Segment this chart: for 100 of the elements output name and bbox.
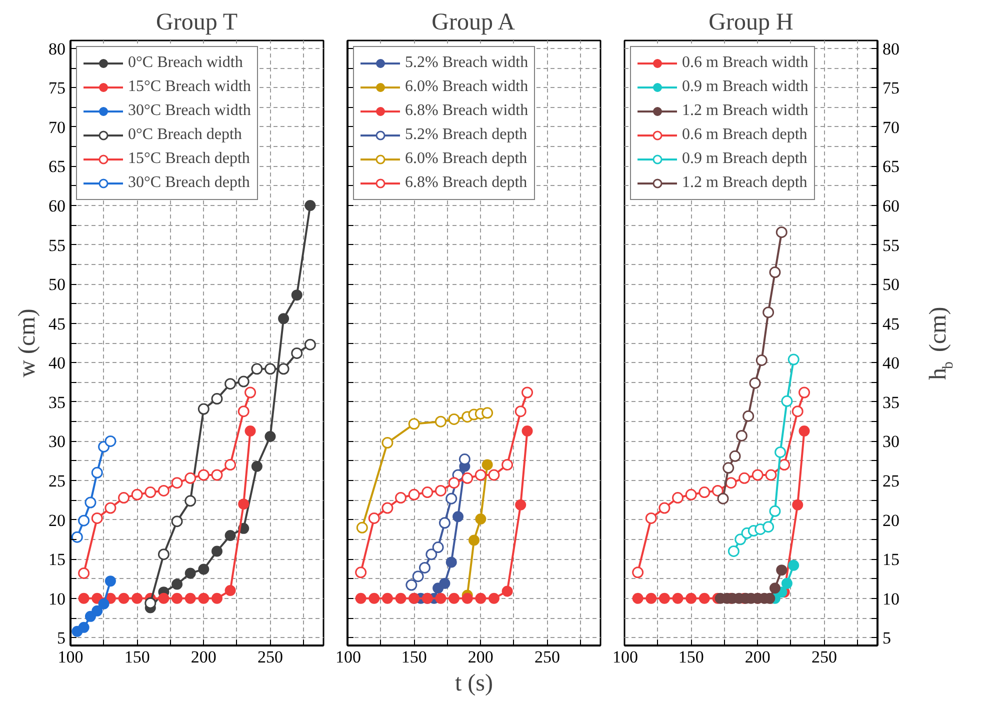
point	[291, 347, 303, 359]
x-tick-label: 200	[190, 648, 216, 666]
legend-label: 0.9 m Breach width	[682, 77, 808, 97]
chart-title: Group H	[708, 10, 794, 36]
point	[104, 502, 116, 514]
legend-label: 0.9 m Breach depth	[682, 149, 808, 169]
point	[452, 511, 464, 522]
point	[211, 469, 223, 481]
point	[238, 406, 250, 418]
point	[244, 426, 256, 436]
point	[382, 437, 394, 449]
legend-label: 0°C Breach depth	[128, 125, 242, 145]
legend-label: 0.6 m Breach depth	[682, 125, 808, 145]
y2-tick-label: 25	[882, 472, 900, 490]
point	[672, 592, 684, 604]
point	[448, 592, 460, 604]
point	[488, 592, 500, 604]
point	[144, 486, 156, 498]
y-tick-label: 55	[48, 236, 66, 255]
point	[756, 354, 768, 366]
point	[368, 512, 380, 524]
point	[131, 488, 143, 500]
y2-tick-label: 70	[882, 118, 900, 137]
point	[475, 592, 486, 604]
point	[658, 592, 670, 604]
legend-label: 1.2 m Breach width	[682, 101, 808, 121]
point	[502, 586, 513, 597]
point	[722, 462, 734, 474]
point	[224, 585, 236, 596]
point	[446, 556, 457, 568]
legend-label: 1.2 m Breach depth	[682, 173, 808, 193]
point	[448, 413, 460, 425]
point	[435, 592, 446, 604]
legend-label: 6.0% Breach width	[405, 77, 528, 97]
y2-tick-label: 75	[882, 78, 900, 98]
x-tick-label: 250	[534, 648, 560, 666]
point	[92, 605, 103, 616]
y2-tick-label: 50	[882, 275, 900, 294]
point	[502, 459, 514, 471]
y2-axis-title: hb (cm)	[926, 306, 956, 380]
point	[78, 514, 90, 526]
point	[765, 469, 777, 481]
point	[522, 426, 533, 436]
point	[728, 545, 740, 557]
point	[468, 534, 480, 546]
point	[412, 570, 424, 582]
y-tick-label: 5	[57, 628, 66, 648]
point	[184, 592, 196, 604]
point	[198, 592, 210, 604]
point	[355, 566, 367, 578]
point	[104, 576, 116, 587]
point	[418, 562, 430, 574]
point	[198, 469, 210, 481]
y-tick-label: 10	[48, 589, 66, 608]
point	[762, 306, 774, 318]
x-tick-label: 250	[811, 648, 837, 666]
point	[798, 426, 810, 436]
point	[448, 477, 460, 489]
point	[132, 592, 143, 604]
y-tick-label: 75	[48, 78, 66, 98]
point	[304, 200, 316, 211]
y2-tick-label: 55	[882, 236, 900, 255]
point	[422, 486, 434, 498]
y-tick-label: 30	[48, 432, 66, 452]
legend-label: 0°C Breach width	[128, 53, 243, 73]
point	[158, 548, 170, 560]
point	[432, 542, 444, 554]
y2-tick-label: 10	[882, 589, 900, 608]
point	[446, 492, 458, 504]
point	[686, 592, 697, 604]
point	[762, 521, 774, 533]
point	[278, 363, 290, 375]
point	[211, 393, 223, 405]
point	[475, 514, 486, 524]
point	[672, 492, 684, 504]
point	[514, 406, 526, 418]
point	[515, 499, 526, 510]
point	[118, 592, 130, 604]
point	[749, 377, 761, 389]
point	[781, 578, 792, 589]
point	[238, 376, 250, 388]
legend-label: 6.0% Breach depth	[405, 149, 528, 169]
point	[736, 430, 748, 442]
point	[474, 469, 486, 481]
y-tick-label: 80	[48, 39, 66, 58]
point	[78, 622, 90, 633]
x-tick-label: 100	[612, 648, 638, 666]
point	[434, 484, 446, 496]
point	[382, 592, 393, 604]
point	[408, 418, 420, 430]
x-tick-label: 150	[678, 648, 704, 666]
point	[84, 610, 96, 622]
point	[91, 466, 103, 478]
point	[382, 502, 394, 514]
legend-label: 6.8% Breach depth	[405, 173, 528, 193]
point	[769, 505, 781, 517]
point	[769, 582, 780, 594]
y2-tick-label: 45	[882, 314, 900, 334]
point	[742, 410, 754, 422]
y2-tick-label: 20	[882, 510, 900, 530]
